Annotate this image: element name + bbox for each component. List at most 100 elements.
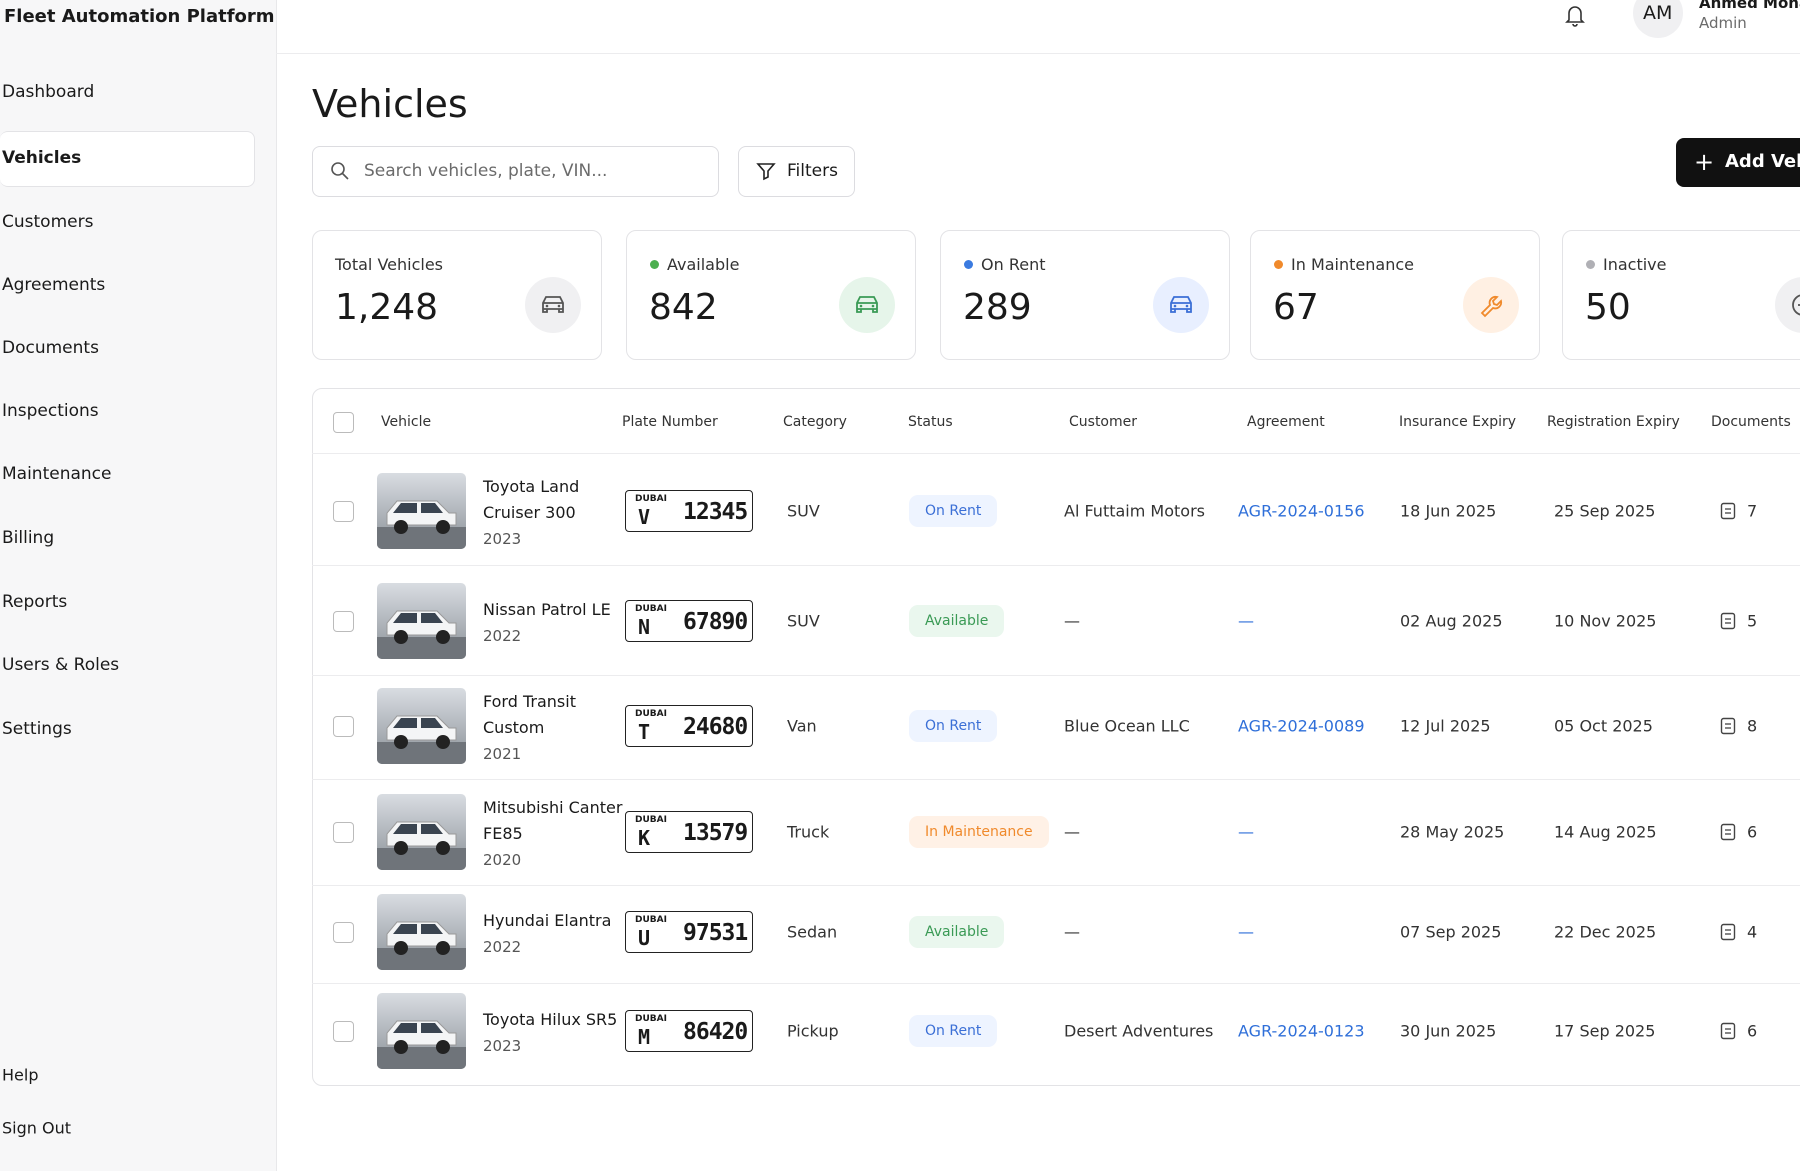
add-vehicle-button[interactable] [1676, 138, 1800, 187]
document-count: 6 [1747, 822, 1758, 842]
add-vehicle-label: Add Vehi [1725, 151, 1800, 172]
nav-item[interactable]: Inspections [2, 401, 99, 421]
vehicle-year: 2022 [483, 938, 522, 956]
document-count: 5 [1747, 611, 1758, 631]
active-nav-bg [0, 131, 255, 187]
nav-item[interactable]: Customers [2, 212, 94, 232]
insurance-expiry: 07 Sep 2025 [1400, 922, 1502, 942]
document-icon [1720, 612, 1736, 634]
vehicle-name: Mitsubishi Canter FE85 [483, 798, 623, 843]
nav-item[interactable]: Vehicles [2, 148, 82, 168]
vehicle-info: Nissan Patrol LE 2022 [483, 597, 628, 645]
nav-footer-item[interactable]: Sign Out [2, 1118, 71, 1138]
status-dot [964, 260, 973, 269]
row-checkbox[interactable] [333, 611, 354, 632]
agreement-link[interactable]: AGR-2024-0089 [1238, 716, 1365, 736]
vehicle-photo [377, 688, 466, 764]
stat-card: Total Vehicles 1,248 [312, 230, 602, 360]
category: Van [787, 716, 817, 736]
insurance-expiry: 28 May 2025 [1400, 822, 1505, 842]
plate-city: DUBAI [635, 709, 667, 719]
row-checkbox[interactable] [333, 1021, 354, 1042]
nav-item[interactable]: Maintenance [2, 464, 112, 484]
registration-expiry: 25 Sep 2025 [1554, 501, 1656, 521]
user-role: Admin [1699, 14, 1747, 32]
header-border [276, 53, 1800, 54]
document-icon [1720, 1022, 1736, 1044]
status-badge: On Rent [909, 1015, 998, 1047]
plate: DUBAI U 97531 [625, 911, 753, 953]
vehicle-name: Nissan Patrol LE [483, 600, 611, 619]
row-border [312, 779, 1800, 780]
plate-number: 86420 [683, 1019, 748, 1045]
vehicle-photo [377, 583, 466, 659]
column-header: Status [908, 414, 953, 430]
nav-footer-item[interactable]: Help [2, 1065, 39, 1085]
row-checkbox[interactable] [333, 822, 354, 843]
document-count: 4 [1747, 922, 1758, 942]
document-count: 8 [1747, 716, 1758, 736]
nav-item[interactable]: Settings [2, 719, 72, 739]
nav-item[interactable]: Users & Roles [2, 655, 120, 675]
stat-card: Inactive 50 [1562, 230, 1800, 360]
vehicle-year: 2023 [483, 530, 522, 548]
page-title: Vehicles [312, 82, 468, 126]
nav-item[interactable]: Billing [2, 528, 55, 548]
nav-item[interactable]: Dashboard [2, 82, 95, 102]
agreement-link: — [1238, 611, 1254, 631]
stat-value: 1,248 [335, 287, 439, 328]
customer: — [1064, 922, 1080, 942]
column-header: Agreement [1247, 414, 1325, 430]
nav-item[interactable]: Documents [2, 338, 99, 358]
vehicle-photo [377, 894, 466, 970]
row-checkbox[interactable] [333, 412, 354, 433]
plate: DUBAI N 67890 [625, 600, 753, 642]
nav-item[interactable]: Reports [2, 592, 68, 612]
search-box[interactable] [312, 146, 719, 197]
vehicle-info: Mitsubishi Canter FE85 2020 [483, 795, 628, 869]
avatar-initials: AM [1643, 2, 1673, 24]
stat-icon [1153, 277, 1209, 333]
vehicle-info: Toyota Hilux SR5 2023 [483, 1007, 628, 1055]
customer: Al Futtaim Motors [1064, 501, 1205, 521]
stat-card: In Maintenance 67 [1250, 230, 1540, 360]
notification-bell[interactable] [1563, 2, 1587, 28]
agreement-link: — [1238, 922, 1254, 942]
row-border [312, 885, 1800, 886]
stat-label: Total Vehicles [335, 255, 444, 274]
document-count: 6 [1747, 1021, 1758, 1041]
insurance-expiry: 02 Aug 2025 [1400, 611, 1503, 631]
stat-label: In Maintenance [1291, 255, 1414, 274]
vehicle-photo [377, 473, 466, 549]
column-header: Customer [1069, 414, 1138, 430]
vehicle-year: 2020 [483, 851, 522, 869]
agreement-link[interactable]: AGR-2024-0156 [1238, 501, 1365, 521]
stat-label: Inactive [1603, 255, 1667, 274]
agreement-link: — [1238, 822, 1254, 842]
status-badge: Available [909, 916, 1005, 948]
nav-item[interactable]: Agreements [2, 275, 106, 295]
row-border [312, 675, 1800, 676]
vehicle-year: 2023 [483, 1037, 522, 1055]
row-checkbox[interactable] [333, 922, 354, 943]
vehicle-photo [377, 794, 466, 870]
document-icon [1720, 502, 1736, 524]
plus-icon: + [1694, 148, 1715, 176]
plate-city: DUBAI [635, 915, 667, 925]
registration-expiry: 22 Dec 2025 [1554, 922, 1657, 942]
agreement-link[interactable]: AGR-2024-0123 [1238, 1021, 1365, 1041]
column-header: Vehicle [381, 414, 432, 430]
plate-letter: N [638, 615, 651, 639]
registration-expiry: 10 Nov 2025 [1554, 611, 1657, 631]
filters-button[interactable] [738, 146, 855, 197]
row-border [312, 565, 1800, 566]
row-checkbox[interactable] [333, 501, 354, 522]
vehicle-year: 2021 [483, 745, 522, 763]
plate-number: 24680 [683, 714, 748, 740]
stat-card: On Rent 289 [940, 230, 1230, 360]
row-checkbox[interactable] [333, 716, 354, 737]
insurance-expiry: 12 Jul 2025 [1400, 716, 1491, 736]
sidebar: Fleet Automation Platform Dashboard Vehic… [0, 0, 277, 1171]
row-border [312, 983, 1800, 984]
plate-letter: T [638, 720, 651, 744]
